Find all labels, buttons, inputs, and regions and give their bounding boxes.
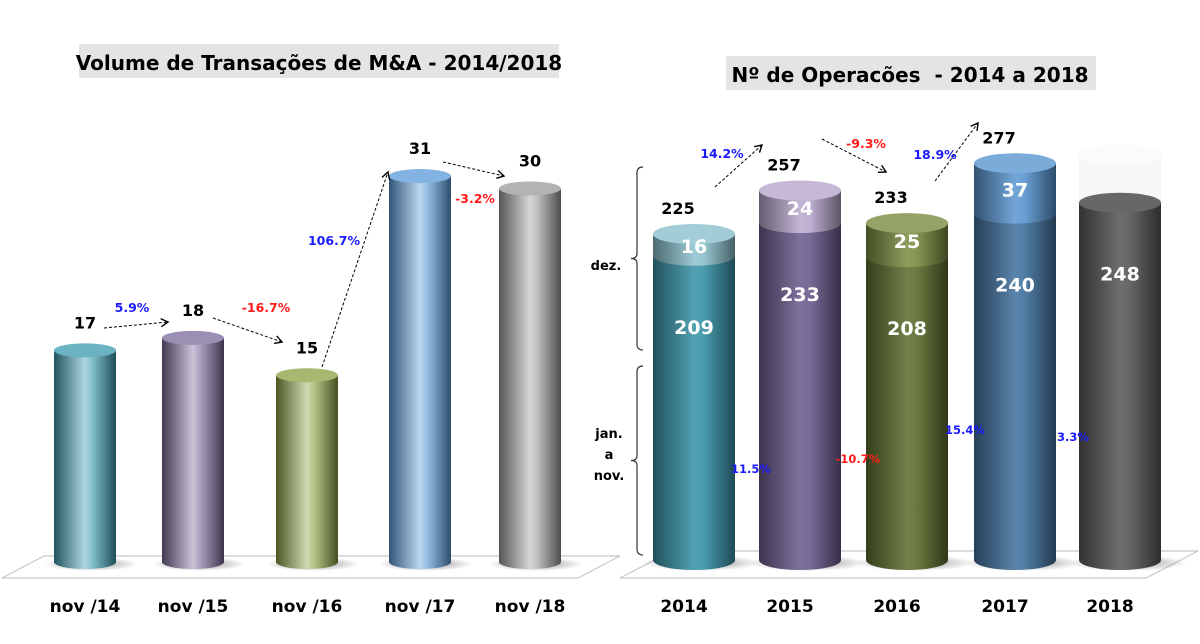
bar-top (54, 343, 116, 358)
total-change-label: 18.9% (913, 147, 957, 162)
jan-nov-change-label: 11.5% (731, 462, 771, 476)
right-chart: Nº de Operacões - 2014 a 2018 14.2% -9.3%… (591, 56, 1199, 617)
segment-dez-top (759, 180, 841, 201)
dez-value-label: 25 (894, 231, 920, 253)
segment-dez-top (653, 224, 735, 244)
jan-nov-value-label: 208 (887, 318, 927, 340)
jan-nov-change-label: 15.4% (945, 423, 985, 437)
bar-body (276, 375, 338, 569)
change-arrow (212, 317, 284, 345)
change-label: -3.2% (455, 191, 495, 206)
bar-body (389, 176, 451, 570)
segment-jan-nov (653, 255, 735, 570)
bracket-jan-nov (630, 365, 644, 556)
left-chart-title-background (79, 44, 559, 78)
change-label: 106.7% (308, 233, 361, 248)
change-label: -16.7% (242, 300, 291, 315)
bar-nov15 (152, 330, 246, 571)
segment-dez (865, 223, 948, 268)
jan-nov-value-label: 240 (995, 275, 1035, 297)
dez-value-label: 24 (787, 198, 813, 220)
jan-nov-value-label: 248 (1100, 264, 1140, 286)
right-chart-title: Nº de Operacões - 2014 a 2018 (731, 63, 1088, 87)
bracket-label: nov. (594, 469, 625, 484)
jan-nov-value-label: 209 (674, 317, 714, 339)
bar-top (162, 330, 224, 345)
x-tick-label: 2014 (660, 597, 707, 617)
bar-body (162, 337, 224, 569)
segment-top (1079, 192, 1161, 213)
total-label: 233 (874, 188, 907, 207)
x-tick-label: 2018 (1086, 597, 1133, 617)
change-arrow (442, 161, 506, 180)
bar-2016 (855, 213, 975, 571)
total-change-label: 14.2% (700, 146, 744, 161)
bracket-label: dez. (591, 259, 622, 274)
total-label: 257 (767, 155, 800, 174)
dez-value-label: 37 (1002, 179, 1028, 201)
right-chart-title-background (726, 56, 1096, 90)
bar-2017 (963, 153, 1083, 571)
x-tick-label: nov /14 (50, 597, 121, 617)
jan-nov-value-label: 233 (780, 284, 820, 306)
bar-2014 (642, 224, 762, 571)
bar-nov17 (379, 169, 473, 571)
bar-2015 (748, 180, 868, 571)
total-label: 225 (661, 199, 694, 218)
total-change-label: -9.3% (846, 136, 886, 151)
dez-value-label: 16 (681, 236, 707, 258)
jan-nov-change-label: -10.7% (836, 452, 881, 466)
segment-jan-nov (759, 223, 841, 570)
change-label: 5.9% (115, 300, 150, 315)
segment-jan-nov (1079, 202, 1161, 570)
bracket-dez (630, 166, 644, 351)
bar-nov14 (44, 343, 138, 571)
segment-jan-nov (866, 257, 948, 570)
x-tick-label: nov /16 (272, 597, 343, 617)
value-label: 17 (74, 313, 96, 332)
left-chart: Volume de Transações de M&A - 2014/2018 … (1, 44, 621, 617)
x-tick-label: nov /15 (158, 597, 229, 617)
value-label: 15 (296, 338, 318, 357)
x-tick-label: nov /17 (385, 597, 456, 617)
segment-dez-top (974, 153, 1056, 174)
x-tick-label: 2016 (873, 597, 920, 617)
segment-jan-nov (974, 213, 1056, 570)
total-change-arrow (714, 144, 764, 188)
total-change-arrow (821, 138, 888, 174)
bracket-label: jan. (594, 427, 622, 442)
bar-top (389, 169, 451, 184)
total-change-arrow (934, 121, 979, 182)
x-tick-label: 2017 (981, 597, 1028, 617)
segment-dez-top (866, 213, 948, 234)
value-label: 30 (519, 152, 541, 171)
bar-nov18 (489, 181, 583, 571)
bar-body (54, 350, 116, 569)
x-tick-label: 2015 (766, 597, 813, 617)
left-chart-title: Volume de Transações de M&A - 2014/2018 (76, 51, 562, 75)
segment-dez (974, 163, 1056, 224)
bracket-label: a (605, 448, 614, 463)
jan-nov-change-label: 3.3% (1057, 430, 1089, 444)
bar-top (276, 368, 338, 383)
bar-nov16 (266, 368, 360, 571)
change-arrow (103, 318, 170, 329)
total-label: 277 (982, 128, 1015, 147)
value-label: 31 (409, 139, 431, 158)
change-arrow (321, 170, 391, 368)
segment-dez (758, 190, 841, 234)
bar-top (499, 181, 561, 196)
segment-empty-top (1079, 144, 1161, 165)
bar-body (499, 188, 561, 569)
value-label: 18 (182, 301, 204, 320)
segment-empty (1079, 154, 1161, 203)
bar-2018 (1068, 144, 1188, 571)
x-tick-label: nov /18 (495, 597, 566, 617)
